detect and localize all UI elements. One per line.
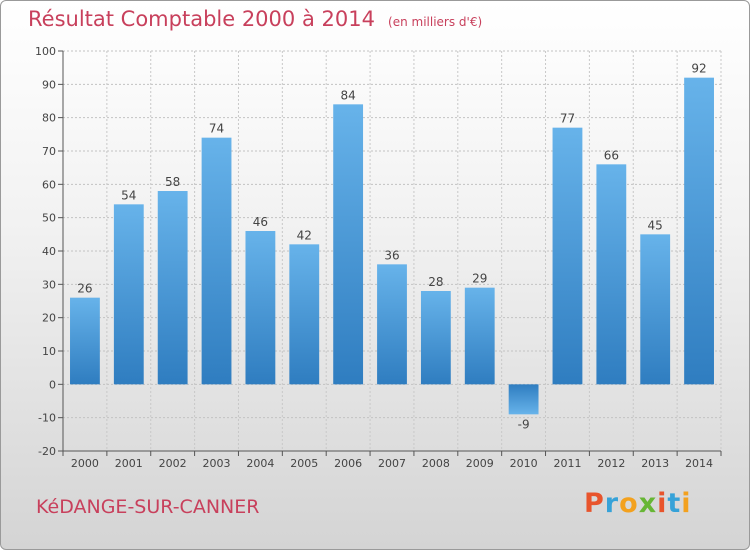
- x-tick-label: 2002: [159, 457, 187, 470]
- x-tick-label: 2004: [246, 457, 274, 470]
- x-tick-label: 2010: [510, 457, 538, 470]
- bar-value-label: -9: [518, 417, 530, 431]
- bar-value-label: 66: [604, 148, 619, 162]
- logo-letter: x: [638, 488, 658, 519]
- x-tick-label: 2009: [466, 457, 494, 470]
- x-tick-label: 2006: [334, 457, 362, 470]
- logo-letter: t: [667, 488, 682, 519]
- y-tick-label: -20: [38, 445, 56, 458]
- bar-value-label: 45: [648, 218, 663, 232]
- y-tick-label: 20: [42, 312, 56, 325]
- bar: [508, 384, 539, 415]
- x-tick-label: 2008: [422, 457, 450, 470]
- bar-value-label: 54: [121, 188, 136, 202]
- bar: [640, 234, 671, 385]
- y-tick-label: 60: [42, 178, 56, 191]
- y-tick-label: 90: [42, 78, 56, 91]
- bar: [596, 164, 627, 385]
- y-tick-label: 100: [35, 45, 56, 58]
- commune-name: KéDANGE-SUR-CANNER: [36, 496, 260, 518]
- bar-value-label: 58: [165, 175, 180, 189]
- logo-letter: i: [681, 488, 692, 519]
- x-tick-label: 2007: [378, 457, 406, 470]
- x-tick-label: 2014: [685, 457, 713, 470]
- y-tick-label: 70: [42, 145, 56, 158]
- bar: [70, 297, 100, 385]
- y-tick-label: 30: [42, 278, 56, 291]
- y-tick-label: 40: [42, 245, 56, 258]
- bar-value-label: 36: [384, 248, 399, 262]
- bar-value-label: 42: [297, 228, 312, 242]
- y-tick-label: 50: [42, 212, 56, 225]
- bar-value-label: 74: [209, 122, 224, 136]
- bar: [157, 191, 188, 385]
- bar: [113, 204, 144, 385]
- y-tick-label: 0: [49, 378, 56, 391]
- logo-letter: P: [584, 488, 605, 519]
- x-tick-label: 2012: [597, 457, 625, 470]
- bar: [684, 77, 714, 385]
- y-tick-label: 10: [42, 345, 56, 358]
- bar: [420, 291, 451, 385]
- proxiti-logo[interactable]: Proxiti: [584, 488, 692, 519]
- bar: [289, 244, 320, 385]
- y-tick-label: -10: [38, 412, 56, 425]
- logo-letter: i: [657, 488, 668, 519]
- chart-subtitle: (en milliers d'€): [388, 15, 483, 29]
- chart-title-block: Résultat Comptable 2000 à 2014 (en milli…: [28, 7, 482, 31]
- bar: [245, 231, 276, 385]
- x-tick-label: 2013: [641, 457, 669, 470]
- bar-value-label: 84: [340, 88, 355, 102]
- x-tick-label: 2005: [290, 457, 318, 470]
- x-tick-label: 2011: [553, 457, 581, 470]
- bar-value-label: 77: [560, 112, 575, 126]
- chart-title: Résultat Comptable 2000 à 2014: [28, 7, 375, 31]
- logo-letter: o: [619, 488, 639, 519]
- bar-value-label: 28: [428, 275, 443, 289]
- x-tick-label: 2001: [115, 457, 143, 470]
- logo-letter: r: [604, 488, 620, 519]
- x-tick-label: 2003: [203, 457, 231, 470]
- bar-value-label: 92: [691, 62, 706, 76]
- bar: [201, 137, 232, 385]
- y-tick-label: 80: [42, 112, 56, 125]
- bar-value-label: 29: [472, 272, 487, 286]
- bar: [377, 264, 407, 385]
- bar: [464, 287, 495, 385]
- x-tick-label: 2000: [71, 457, 99, 470]
- bar-value-label: 46: [253, 215, 268, 229]
- bar: [333, 104, 364, 385]
- bar-value-label: 26: [77, 282, 92, 296]
- bar: [552, 127, 583, 385]
